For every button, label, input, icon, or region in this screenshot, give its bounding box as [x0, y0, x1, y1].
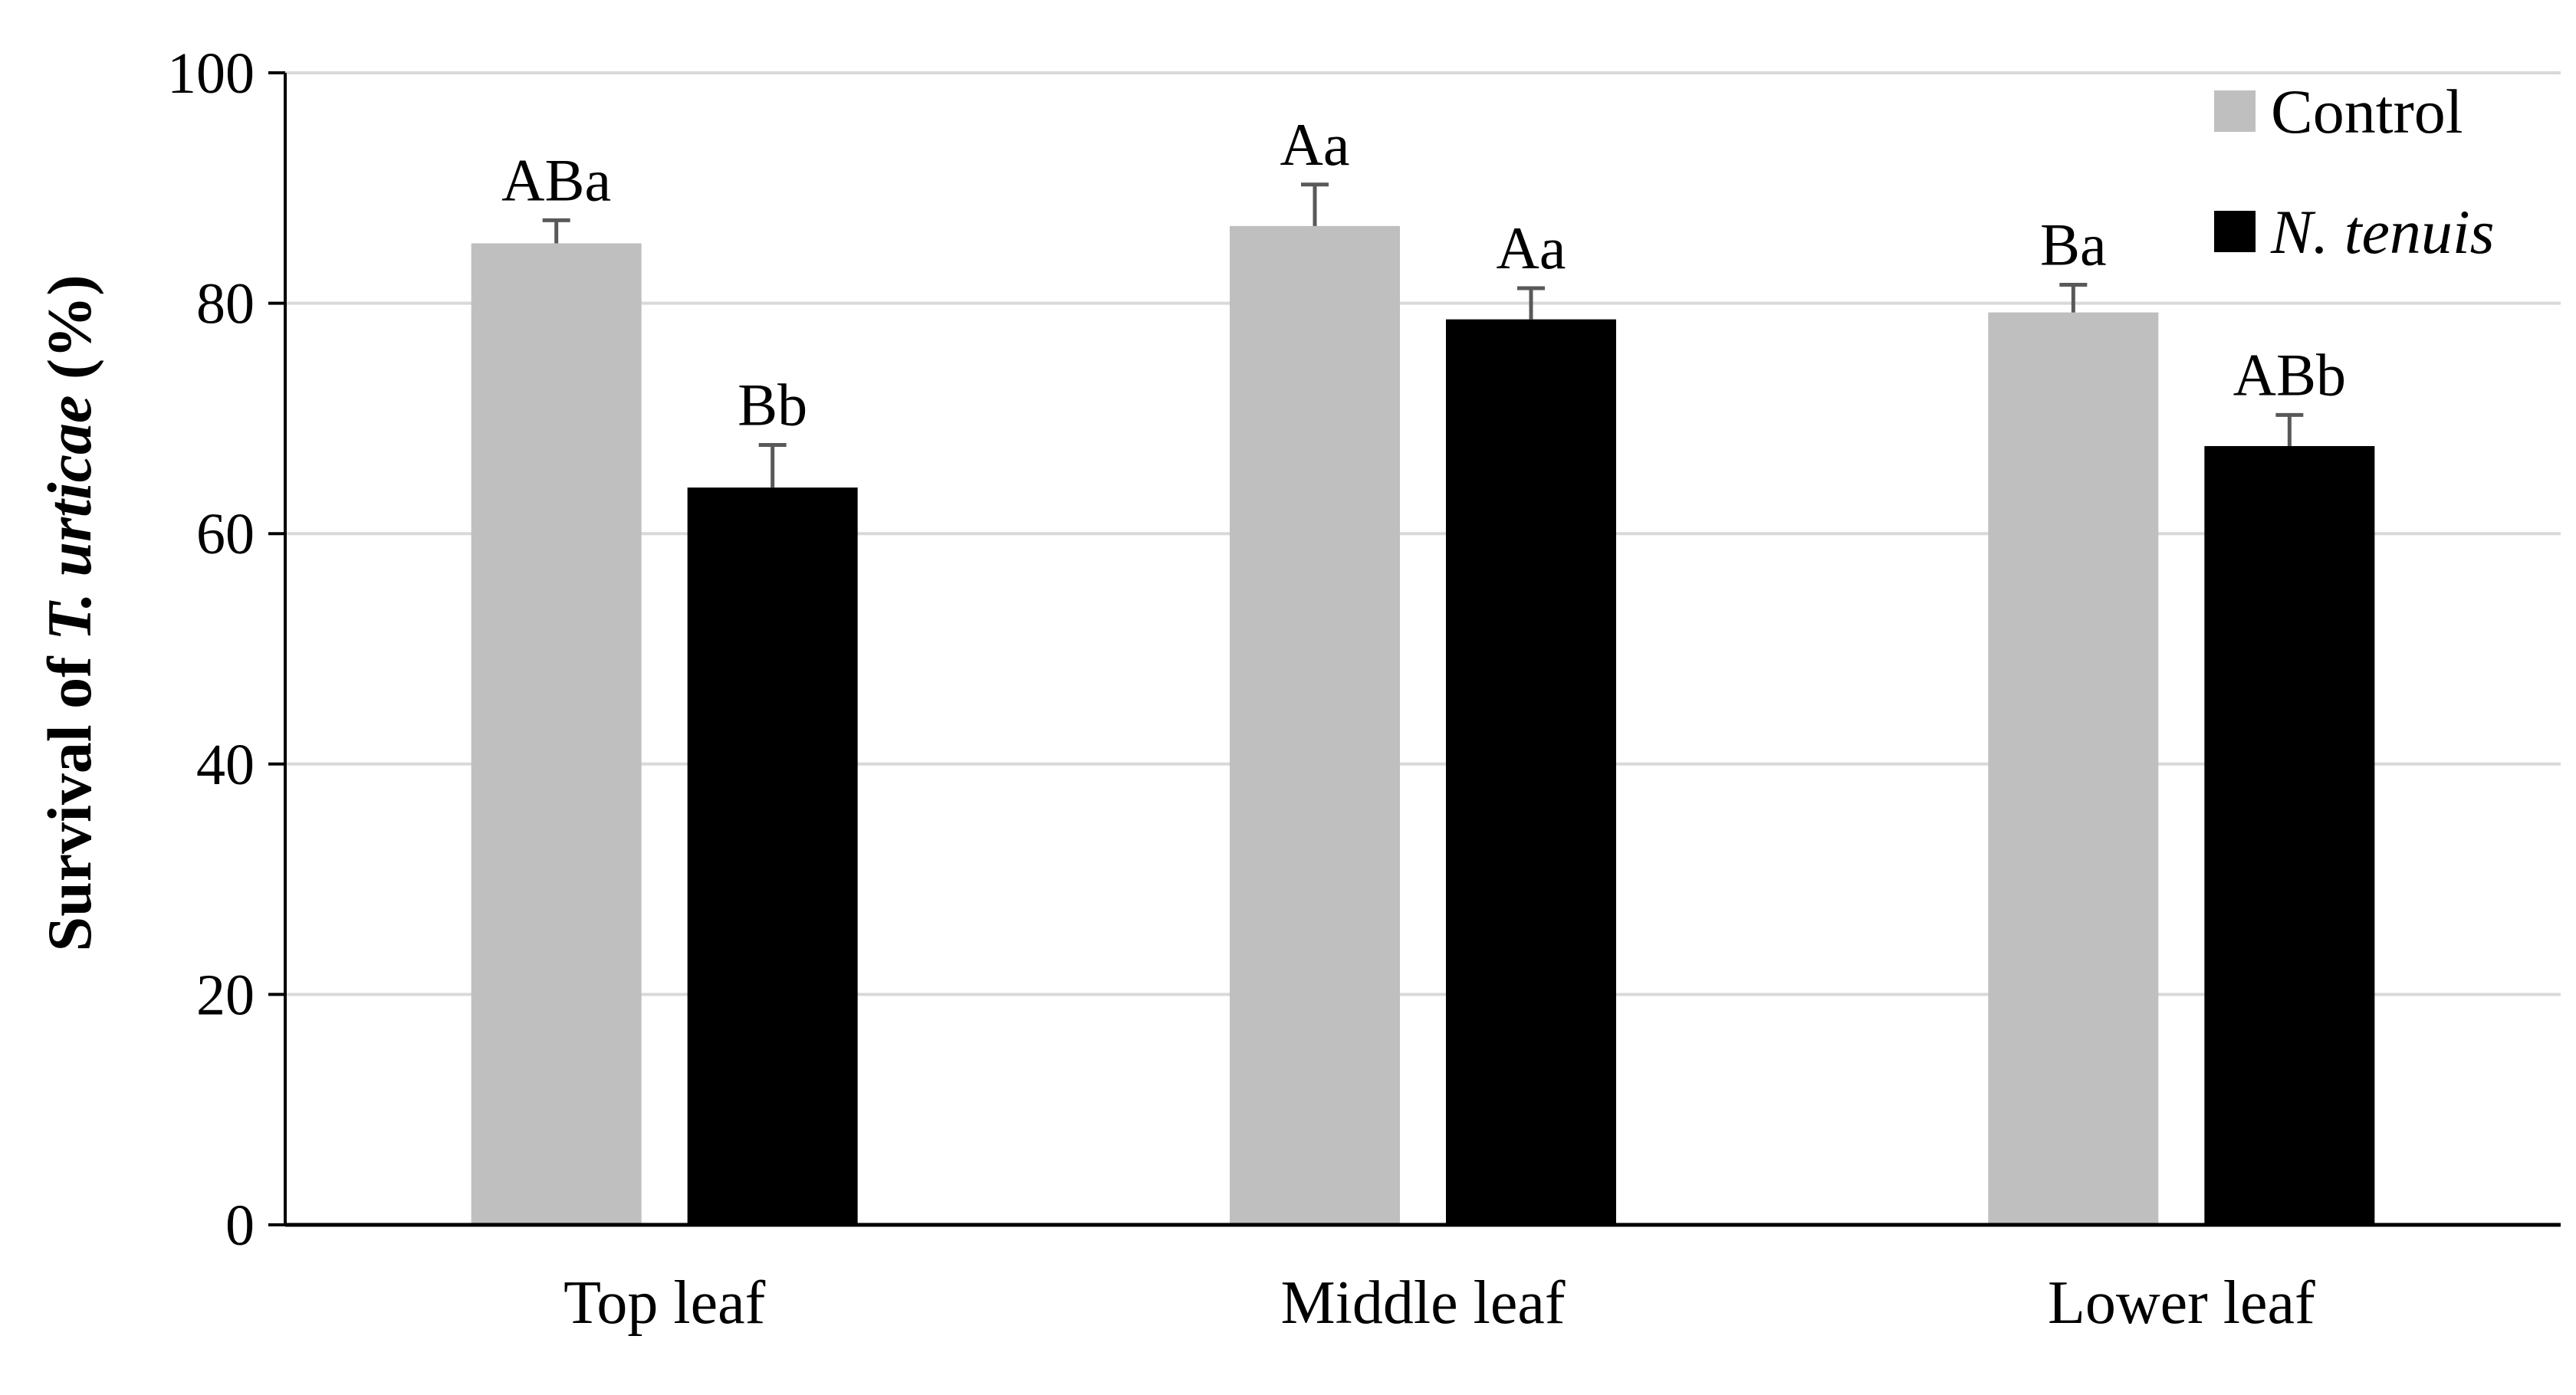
bar-control-1 — [471, 243, 642, 1226]
bar-labels: ABa Bb Aa Aa Ba ABb — [501, 111, 2346, 438]
axes — [268, 71, 2561, 1227]
significance-label: ABb — [2233, 341, 2346, 408]
x-tick-label: Middle leaf — [1281, 1269, 1566, 1337]
significance-label: Aa — [1497, 215, 1566, 281]
error-bars — [542, 182, 2304, 488]
y-tick-label: 60 — [196, 502, 255, 566]
y-axis-label-prefix: Survival of — [34, 641, 104, 951]
significance-label: ABa — [501, 146, 611, 213]
legend-swatch — [2214, 211, 2256, 252]
gridlines — [285, 71, 2561, 996]
y-tick-label: 0 — [225, 1193, 255, 1258]
y-tick-label: 20 — [196, 963, 255, 1027]
significance-label: Bb — [738, 371, 807, 438]
legend-label: Control — [2271, 77, 2463, 146]
bar-n-tenuis-1 — [687, 487, 858, 1225]
bars — [471, 225, 2375, 1226]
x-tick-label: Lower leaf — [2048, 1269, 2315, 1337]
legend: Control N. tenuis — [2214, 77, 2495, 267]
y-tick-label: 80 — [196, 272, 255, 336]
legend-label: N. tenuis — [2270, 197, 2495, 267]
y-axis-label: Survival of T. urticae (%) — [34, 274, 104, 951]
bar-control-2 — [1230, 225, 1400, 1226]
significance-label: Ba — [2040, 212, 2107, 278]
bar-n-tenuis-2 — [1446, 319, 1616, 1226]
y-axis-label-suffix: (%) — [34, 274, 104, 395]
significance-label: Aa — [1280, 111, 1350, 178]
y-axis-label-species: T. urticae — [34, 396, 104, 641]
x-tick-labels: Top leaf Middle leaf Lower leaf — [564, 1269, 2315, 1337]
x-tick-label: Top leaf — [564, 1269, 766, 1337]
y-tick-labels: 0 20 40 60 80 100 — [167, 41, 255, 1258]
legend-swatch — [2214, 90, 2256, 132]
bar-n-tenuis-3 — [2204, 445, 2375, 1225]
y-tick-label: 100 — [167, 41, 255, 106]
bar-control-3 — [1988, 312, 2159, 1225]
y-tick-label: 40 — [196, 733, 255, 797]
